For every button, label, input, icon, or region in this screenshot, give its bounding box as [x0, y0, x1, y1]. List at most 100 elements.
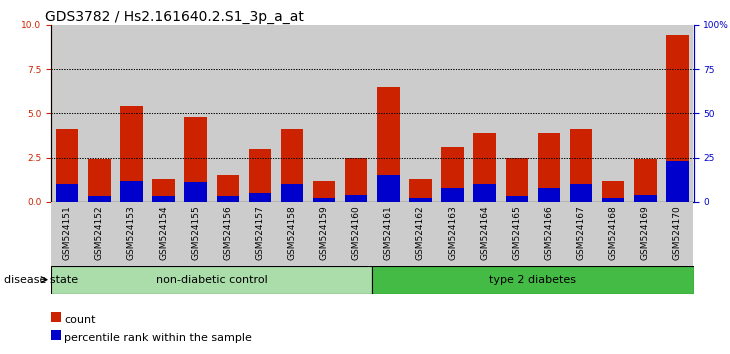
Bar	[153, 196, 174, 202]
Text: GSM524156: GSM524156	[223, 205, 232, 260]
Bar	[115, 202, 147, 266]
Bar	[410, 198, 431, 202]
Text: GSM524161: GSM524161	[384, 205, 393, 260]
Bar	[217, 175, 239, 202]
Bar	[506, 196, 528, 202]
Bar	[666, 35, 688, 202]
Bar	[88, 159, 110, 202]
Text: GSM524160: GSM524160	[352, 205, 361, 260]
Bar	[538, 133, 560, 202]
Bar	[185, 182, 207, 202]
Bar	[506, 196, 528, 202]
Bar	[404, 202, 437, 266]
Bar	[281, 184, 303, 202]
Bar	[634, 159, 656, 202]
Bar	[313, 181, 335, 202]
Bar	[83, 25, 115, 202]
Bar	[372, 266, 694, 294]
Bar	[281, 129, 303, 202]
Bar	[185, 117, 207, 202]
Bar	[506, 158, 528, 202]
Bar	[212, 202, 244, 266]
Bar	[597, 202, 629, 266]
Bar	[474, 184, 496, 202]
Bar	[345, 158, 367, 202]
Bar	[340, 25, 372, 202]
Bar	[276, 25, 308, 202]
Bar	[506, 158, 528, 202]
Bar	[120, 181, 142, 202]
Bar	[533, 25, 565, 202]
Bar	[313, 198, 335, 202]
Bar	[474, 133, 496, 202]
Bar	[437, 25, 469, 202]
Bar	[661, 25, 694, 202]
Bar	[372, 202, 404, 266]
Bar	[538, 188, 560, 202]
Bar	[634, 159, 656, 202]
Bar	[437, 202, 469, 266]
Bar	[249, 149, 271, 202]
Text: GSM524169: GSM524169	[641, 205, 650, 260]
Bar	[565, 202, 597, 266]
Bar	[629, 25, 661, 202]
Bar	[120, 106, 142, 202]
Bar	[666, 35, 688, 202]
Bar	[147, 25, 180, 202]
Bar	[185, 182, 207, 202]
Bar	[377, 175, 399, 202]
Bar	[442, 188, 464, 202]
Text: GSM524167: GSM524167	[577, 205, 585, 260]
Bar	[538, 188, 560, 202]
Bar	[51, 202, 83, 266]
Bar	[313, 181, 335, 202]
Text: GSM524155: GSM524155	[191, 205, 200, 260]
Bar	[115, 25, 147, 202]
Text: GSM524164: GSM524164	[480, 205, 489, 259]
Bar	[249, 193, 271, 202]
Bar	[217, 196, 239, 202]
Bar	[570, 129, 592, 202]
Bar	[634, 195, 656, 202]
Bar	[410, 179, 431, 202]
Bar	[212, 25, 244, 202]
Bar	[88, 159, 110, 202]
Text: percentile rank within the sample: percentile rank within the sample	[64, 333, 252, 343]
Bar	[597, 25, 629, 202]
Bar	[88, 196, 110, 202]
Text: GSM524165: GSM524165	[512, 205, 521, 260]
Bar	[570, 184, 592, 202]
Bar	[249, 193, 271, 202]
Bar	[88, 196, 110, 202]
Bar	[56, 184, 78, 202]
Bar	[666, 161, 688, 202]
Bar	[153, 196, 174, 202]
Bar	[469, 202, 501, 266]
Text: non-diabetic control: non-diabetic control	[155, 275, 268, 285]
Bar	[602, 181, 624, 202]
Bar	[404, 25, 437, 202]
Bar	[308, 202, 340, 266]
Bar	[345, 195, 367, 202]
Bar	[120, 181, 142, 202]
Bar	[276, 202, 308, 266]
Bar	[442, 188, 464, 202]
Bar	[602, 198, 624, 202]
Bar	[372, 25, 404, 202]
Bar	[501, 25, 533, 202]
Text: GSM524159: GSM524159	[320, 205, 328, 260]
Text: GSM524152: GSM524152	[95, 205, 104, 259]
Bar	[281, 184, 303, 202]
Bar	[474, 184, 496, 202]
Bar	[469, 25, 501, 202]
Bar	[602, 181, 624, 202]
Bar	[377, 87, 399, 202]
Bar	[410, 198, 431, 202]
Bar	[249, 149, 271, 202]
Bar	[56, 184, 78, 202]
Bar	[217, 175, 239, 202]
Bar	[180, 25, 212, 202]
Bar	[570, 129, 592, 202]
Bar	[661, 202, 694, 266]
Bar	[56, 129, 78, 202]
